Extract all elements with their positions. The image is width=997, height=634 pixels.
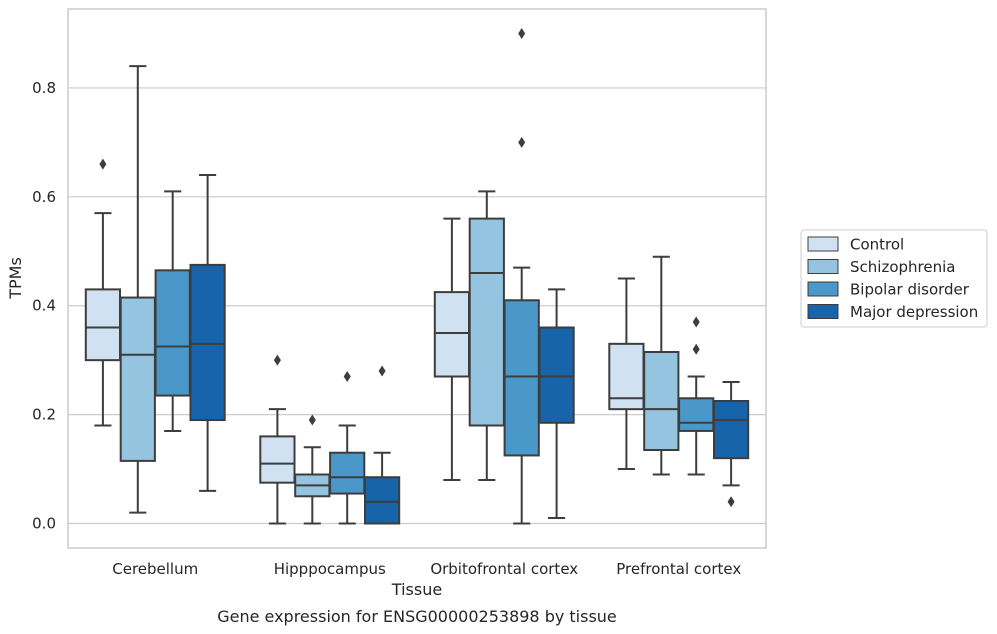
box-group bbox=[119, 65, 156, 514]
y-tick-label: 0.2 bbox=[32, 406, 56, 424]
legend-swatch bbox=[807, 304, 839, 319]
chart-caption: Gene expression for ENSG00000253898 by t… bbox=[217, 607, 617, 626]
box-group bbox=[608, 277, 645, 471]
box-group bbox=[433, 217, 471, 481]
outlier-point bbox=[378, 365, 386, 377]
legend-swatch bbox=[807, 281, 839, 297]
box bbox=[329, 451, 366, 495]
box-group bbox=[538, 288, 575, 520]
box-group bbox=[294, 414, 331, 525]
legend-frame bbox=[800, 229, 988, 328]
box-group bbox=[643, 255, 680, 476]
box-group bbox=[189, 174, 226, 492]
outlier-point bbox=[99, 158, 107, 170]
outlier-point bbox=[692, 343, 700, 355]
box bbox=[363, 476, 401, 525]
x-axis-ticks: Cerebellum Hipppocampus Orbitofrontal cort… bbox=[112, 560, 741, 578]
x-tick-label: Cerebellum bbox=[112, 560, 198, 578]
x-tick-label: Hipppocampus bbox=[274, 560, 386, 578]
box bbox=[259, 435, 296, 484]
x-axis-label: Tissue bbox=[391, 580, 442, 599]
outlier-point bbox=[518, 28, 526, 39]
box-group bbox=[678, 316, 715, 476]
box bbox=[119, 296, 156, 462]
legend-label: Major depression bbox=[850, 303, 978, 321]
legend-swatch bbox=[807, 236, 839, 252]
box bbox=[468, 217, 505, 427]
y-axis-label: TPMs bbox=[6, 257, 25, 300]
plot-area bbox=[84, 28, 750, 525]
outlier-point bbox=[727, 496, 735, 508]
box-group bbox=[712, 380, 750, 508]
box bbox=[433, 291, 471, 378]
outlier-point bbox=[518, 136, 526, 148]
plot-frame bbox=[67, 8, 767, 549]
outlier-point bbox=[343, 371, 351, 382]
box bbox=[189, 263, 226, 422]
outlier-point bbox=[273, 354, 281, 366]
box bbox=[678, 397, 715, 432]
box bbox=[84, 288, 122, 362]
box-group bbox=[363, 365, 401, 525]
legend-label: Schizophrenia bbox=[850, 258, 955, 276]
box-group bbox=[84, 158, 122, 427]
outlier-point bbox=[692, 316, 700, 328]
box bbox=[154, 269, 191, 397]
legend-label: Bipolar disorder bbox=[850, 281, 970, 299]
y-axis-ticks: 0.0 0.2 0.4 0.6 0.8 bbox=[32, 79, 56, 533]
y-tick-label: 0.8 bbox=[32, 79, 56, 97]
box-group bbox=[259, 354, 296, 525]
y-tick-label: 0.4 bbox=[32, 297, 56, 315]
legend: Control Schizophrenia Bipolar disorder Majo… bbox=[800, 229, 988, 328]
outlier-point bbox=[308, 414, 316, 426]
x-tick-label: Orbitofrontal cortex bbox=[430, 560, 578, 578]
y-tick-label: 0.6 bbox=[32, 188, 56, 206]
box-group bbox=[154, 190, 191, 432]
y-tick-label: 0.0 bbox=[32, 515, 56, 533]
box bbox=[712, 400, 750, 460]
box bbox=[643, 351, 680, 451]
box bbox=[538, 326, 575, 424]
legend-swatch bbox=[807, 259, 839, 274]
box-group bbox=[503, 28, 540, 525]
box-group bbox=[329, 371, 366, 525]
x-tick-label: Prefrontal cortex bbox=[616, 560, 741, 578]
legend-label: Control bbox=[850, 236, 904, 254]
box bbox=[503, 299, 540, 457]
box-group bbox=[468, 190, 505, 481]
box bbox=[608, 342, 645, 411]
